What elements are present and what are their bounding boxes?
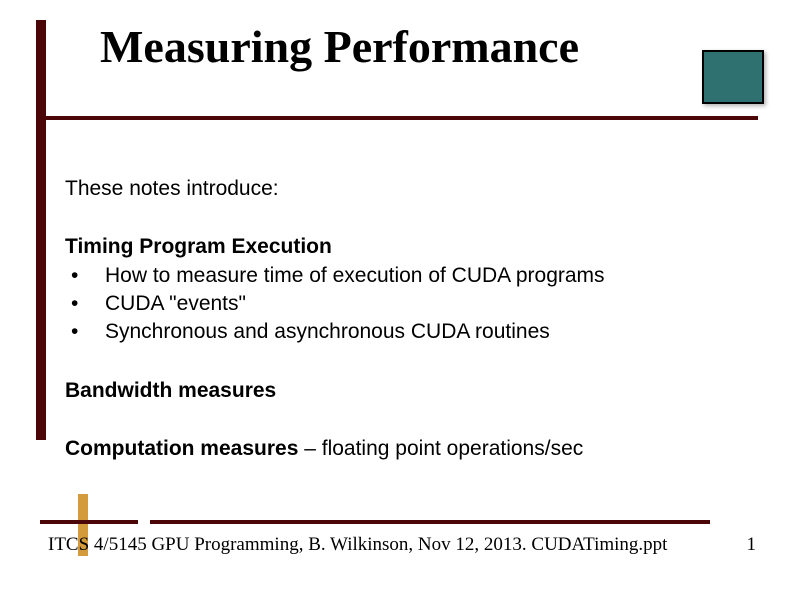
footer-rule bbox=[150, 520, 710, 524]
slide: Measuring Performance These notes introd… bbox=[0, 0, 794, 595]
section-computation: Computation measures – floating point op… bbox=[65, 435, 745, 463]
bullet-item: • CUDA "events" bbox=[71, 290, 745, 318]
section-heading-bandwidth: Bandwidth measures bbox=[65, 377, 745, 405]
title-underline bbox=[36, 116, 758, 120]
section-heading-timing: Timing Program Execution bbox=[65, 233, 745, 261]
intro-text: These notes introduce: bbox=[65, 175, 745, 203]
bullet-text: CUDA "events" bbox=[105, 290, 246, 318]
footer-text: ITCS 4/5145 GPU Programming, B. Wilkinso… bbox=[48, 534, 667, 556]
bullet-list: • How to measure time of execution of CU… bbox=[71, 262, 745, 347]
left-accent-bar bbox=[36, 20, 46, 440]
slide-title: Measuring Performance bbox=[100, 20, 794, 73]
bullet-marker: • bbox=[71, 318, 105, 346]
footer-cross-horizontal bbox=[40, 520, 138, 524]
computation-rest: – floating point operations/sec bbox=[298, 437, 583, 460]
bullet-marker: • bbox=[71, 262, 105, 290]
bullet-item: • How to measure time of execution of CU… bbox=[71, 262, 745, 290]
bullet-text: How to measure time of execution of CUDA… bbox=[105, 262, 605, 290]
computation-bold: Computation measures bbox=[65, 437, 298, 460]
title-area: Measuring Performance bbox=[0, 0, 794, 73]
page-number: 1 bbox=[747, 534, 757, 556]
bullet-text: Synchronous and asynchronous CUDA routin… bbox=[105, 318, 550, 346]
bullet-item: • Synchronous and asynchronous CUDA rout… bbox=[71, 318, 745, 346]
content-area: These notes introduce: Timing Program Ex… bbox=[65, 175, 745, 463]
bullet-marker: • bbox=[71, 290, 105, 318]
